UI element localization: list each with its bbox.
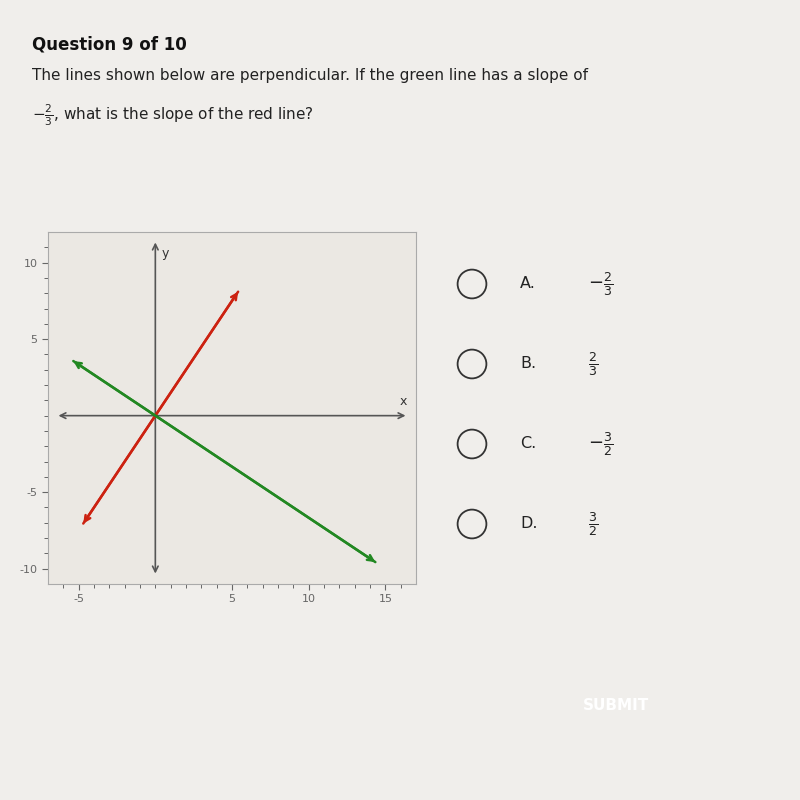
Text: x: x [400, 395, 407, 408]
Text: Question 9 of 10: Question 9 of 10 [32, 36, 186, 54]
Text: B.: B. [520, 357, 536, 371]
Text: $\frac{3}{2}$: $\frac{3}{2}$ [588, 510, 598, 538]
Text: $-\frac{2}{3}$: $-\frac{2}{3}$ [588, 270, 613, 298]
Text: y: y [162, 247, 169, 260]
Text: C.: C. [520, 437, 536, 451]
Text: $-\frac{3}{2}$: $-\frac{3}{2}$ [588, 430, 613, 458]
Text: $-\frac{2}{3}$, what is the slope of the red line?: $-\frac{2}{3}$, what is the slope of the… [32, 102, 314, 128]
Text: The lines shown below are perpendicular. If the green line has a slope of: The lines shown below are perpendicular.… [32, 68, 588, 83]
Text: $\frac{2}{3}$: $\frac{2}{3}$ [588, 350, 598, 378]
Text: SUBMIT: SUBMIT [583, 698, 649, 714]
Text: D.: D. [520, 517, 538, 531]
Text: A.: A. [520, 277, 536, 291]
